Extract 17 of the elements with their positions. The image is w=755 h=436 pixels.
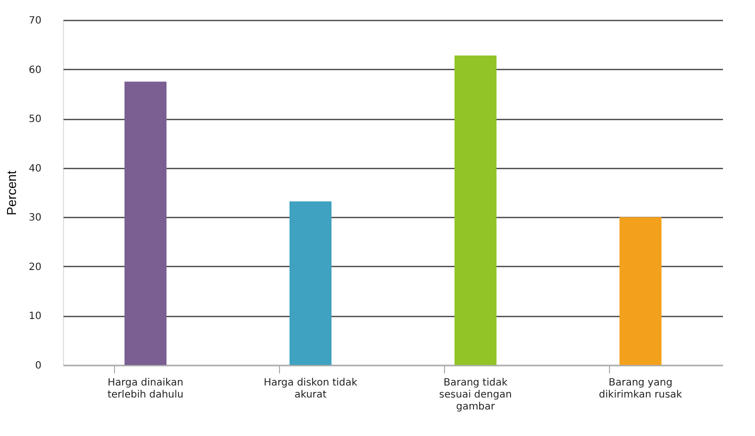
x-tick-label: Harga diskon tidak akurat (264, 378, 358, 400)
y-tick-label: 20 (28, 262, 42, 273)
x-tick-label: Barang tidak sesuai dengan gambar (439, 378, 512, 412)
y-tick-label: 10 (28, 311, 42, 322)
y-tick-label: 0 (35, 360, 42, 372)
bar (620, 217, 662, 365)
y-tick-label: 40 (28, 163, 42, 174)
y-tick-label: 60 (28, 64, 42, 76)
x-tick-label: Barang yang dikirimkan rusak (598, 378, 682, 400)
y-axis-title: Percent (4, 170, 19, 216)
bar (290, 201, 332, 365)
bar (124, 82, 166, 365)
bar (454, 55, 496, 365)
y-tick-label: 70 (28, 16, 42, 26)
x-tick-label: Harga dinaikan terlebih dahulu (107, 378, 184, 400)
y-tick-label: 50 (28, 114, 42, 126)
y-tick-label: 30 (28, 212, 42, 224)
